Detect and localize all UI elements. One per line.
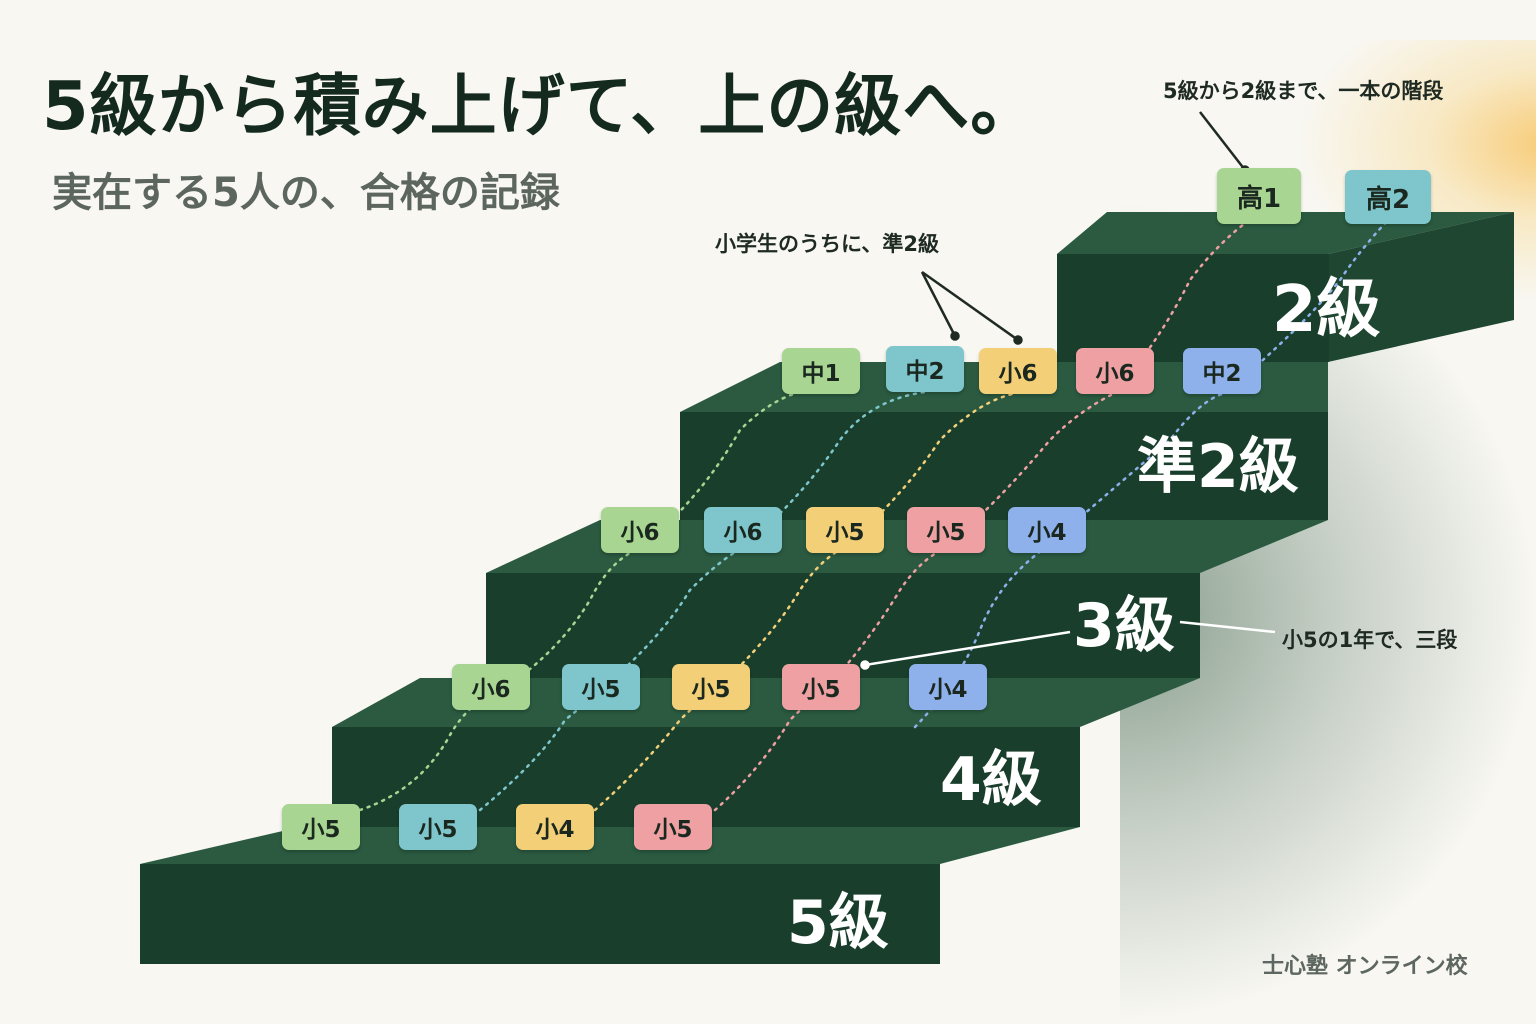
- leader-mid-note-right: [921, 270, 1019, 342]
- level-label-jun2kyu: 準2級: [1137, 432, 1299, 502]
- grade-pill: 高2: [1345, 170, 1431, 224]
- leader-top-note: [1199, 111, 1246, 171]
- grade-pill: 小5: [562, 664, 640, 710]
- grade-pill: 小6: [1076, 348, 1154, 394]
- level-label-3kyu: 3級: [1073, 591, 1175, 661]
- step-5kyu-face: [140, 864, 940, 964]
- grade-pill: 小5: [782, 664, 860, 710]
- grade-pill: 小6: [452, 664, 530, 710]
- leader-mid-note-left: [920, 271, 957, 337]
- level-label-5kyu: 5級: [787, 888, 889, 958]
- leader-mid-note-dot-left: [950, 331, 960, 341]
- grade-pill: 小5: [634, 804, 712, 850]
- grade-pill: 中2: [1183, 348, 1261, 394]
- grade-pill: 小5: [907, 507, 985, 553]
- leader-mid-note-dot-right: [1013, 335, 1023, 345]
- grade-pill: 小4: [1008, 507, 1086, 553]
- leader-right-note-right: [1179, 620, 1276, 634]
- path-student-green: [358, 390, 802, 812]
- grade-pill: 小5: [282, 804, 360, 850]
- leader-right-note: [860, 620, 1276, 670]
- grade-pill: 小5: [806, 507, 884, 553]
- step-5kyu-top: [140, 827, 1080, 864]
- leader-right-note-left: [864, 630, 1071, 667]
- step-2kyu: [1057, 212, 1514, 362]
- step-2kyu-side: [1328, 212, 1514, 362]
- step-3kyu-face: [486, 573, 1200, 678]
- level-label-4kyu: 4級: [940, 745, 1042, 815]
- grade-pill: 中2: [886, 346, 964, 392]
- grade-pill: 小5: [399, 804, 477, 850]
- grade-pill: 小4: [909, 664, 987, 710]
- grade-pill: 小6: [601, 507, 679, 553]
- grade-pill: 中1: [782, 348, 860, 394]
- level-label-2kyu: 2級: [1272, 273, 1381, 347]
- annotation-top-note: 5級から2級まで、一本の階段: [1163, 79, 1444, 103]
- step-2kyu-face: [1057, 254, 1329, 362]
- grade-pill: 小5: [672, 664, 750, 710]
- step-5kyu: [140, 827, 1080, 964]
- school-name: 士心塾 オンライン校: [1262, 954, 1468, 979]
- page-subtitle: 実在する5人の、合格の記録: [52, 170, 560, 216]
- grade-pill: 高1: [1217, 168, 1301, 224]
- leader-lines: [920, 111, 1250, 345]
- grade-pill: 小6: [979, 348, 1057, 394]
- step-jun2kyu-face: [680, 412, 1328, 520]
- page-title: 5級から積み上げて、上の級へ。: [42, 67, 1039, 145]
- path-student-blue: [913, 218, 1390, 729]
- grade-pill: 小4: [516, 804, 594, 850]
- path-student-teal: [478, 390, 927, 812]
- annotation-right-note: 小5の1年で、三段: [1282, 628, 1458, 652]
- grade-pill: 小6: [704, 507, 782, 553]
- leader-right-note-dot: [860, 660, 870, 670]
- annotation-mid-note: 小学生のうちに、準2級: [715, 232, 939, 256]
